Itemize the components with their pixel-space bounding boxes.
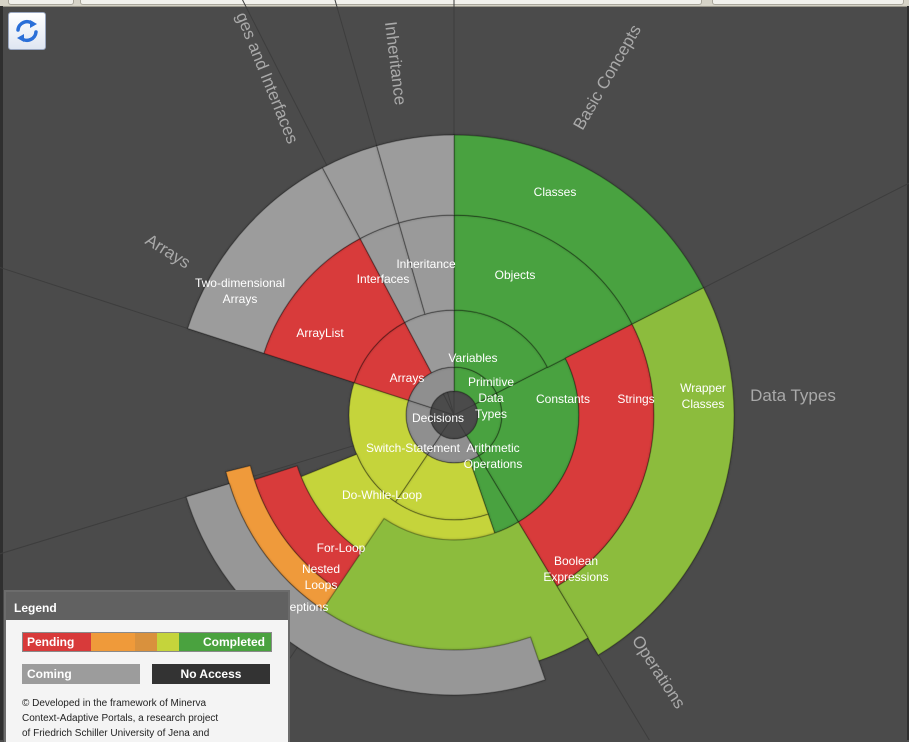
category-data-types: Data Types	[750, 386, 836, 405]
legend-credit-line: of Friedrich Schiller University of Jena…	[22, 728, 210, 739]
legend-progress-scale: Pending Completed	[22, 632, 272, 652]
refresh-icon	[16, 19, 38, 43]
legend-swatch-light-orange	[135, 633, 157, 651]
frame-right-border	[907, 6, 909, 740]
segment-label: Do-While-Loop	[342, 488, 422, 502]
legend-credit-line: © Developed in the framework of Minerva	[22, 698, 207, 709]
legend-swatch-completed	[179, 633, 271, 651]
browser-address-bar[interactable]	[80, 0, 702, 5]
segment-labels: Classes Objects Variables Primitive Data Type…	[195, 185, 726, 614]
category-operations: Operations	[628, 632, 689, 712]
legend-swatch-pending	[23, 633, 91, 651]
segment-label: Primitive Data Types	[468, 375, 514, 421]
segment-label: Variables	[448, 351, 497, 365]
segment-label: Classes	[534, 185, 577, 199]
sunburst-rings	[185, 134, 735, 696]
segment-label: Objects	[495, 268, 536, 282]
segment-label: eptions	[290, 600, 329, 614]
legend-credit-text: © Developed in the framework of Minerva …	[22, 696, 278, 741]
segment-label: For-Loop	[317, 541, 366, 555]
segment-label: Inheritance	[396, 257, 456, 271]
browser-tab[interactable]	[8, 0, 74, 5]
segment-label: Switch-Statement	[366, 441, 461, 455]
segment-label: ArrayList	[296, 326, 344, 340]
segment-label: Two-dimensional Arrays	[195, 276, 285, 306]
segment-label: Decisions	[412, 411, 464, 425]
segment-label: Arrays	[390, 371, 425, 385]
segment-label: Boolean Expressions	[543, 554, 608, 584]
refresh-button[interactable]	[8, 12, 46, 50]
category-arrays: Arrays	[142, 230, 194, 272]
legend-completed-label: Completed	[202, 635, 265, 649]
segment-label: Wrapper Classes	[680, 381, 726, 411]
category-packages-interfaces: ges and Interfaces	[232, 10, 302, 147]
legend-panel: Legend Pending Completed Coming No Acces…	[4, 590, 290, 742]
category-inheritance: Inheritance	[381, 20, 410, 106]
legend-credit-line: Context-Adaptive Portals, a research pro…	[22, 713, 219, 724]
legend-no-access-label: No Access	[152, 664, 270, 684]
category-basic-concepts: Basic Concepts	[569, 21, 645, 133]
browser-search-bar[interactable]	[712, 0, 904, 5]
frame-left-border	[0, 6, 3, 740]
segment-wrapper-classes[interactable]	[556, 287, 735, 656]
legend-swatch-orange	[91, 633, 135, 651]
segment-label: Constants	[536, 392, 590, 406]
segment-label: Nested Loops	[302, 562, 340, 592]
legend-title: Legend	[6, 592, 288, 620]
segment-label: Interfaces	[357, 272, 410, 286]
segment-label: Strings	[617, 392, 654, 406]
segment-inheritance[interactable]	[376, 134, 455, 224]
segment-label: Arithmetic Operations	[464, 441, 523, 471]
legend-swatch-yellow-green	[157, 633, 179, 651]
legend-pending-label: Pending	[27, 635, 75, 649]
legend-coming-label: Coming	[22, 664, 140, 684]
guide-line	[0, 414, 455, 555]
segment-exceptions[interactable]	[185, 482, 546, 696]
